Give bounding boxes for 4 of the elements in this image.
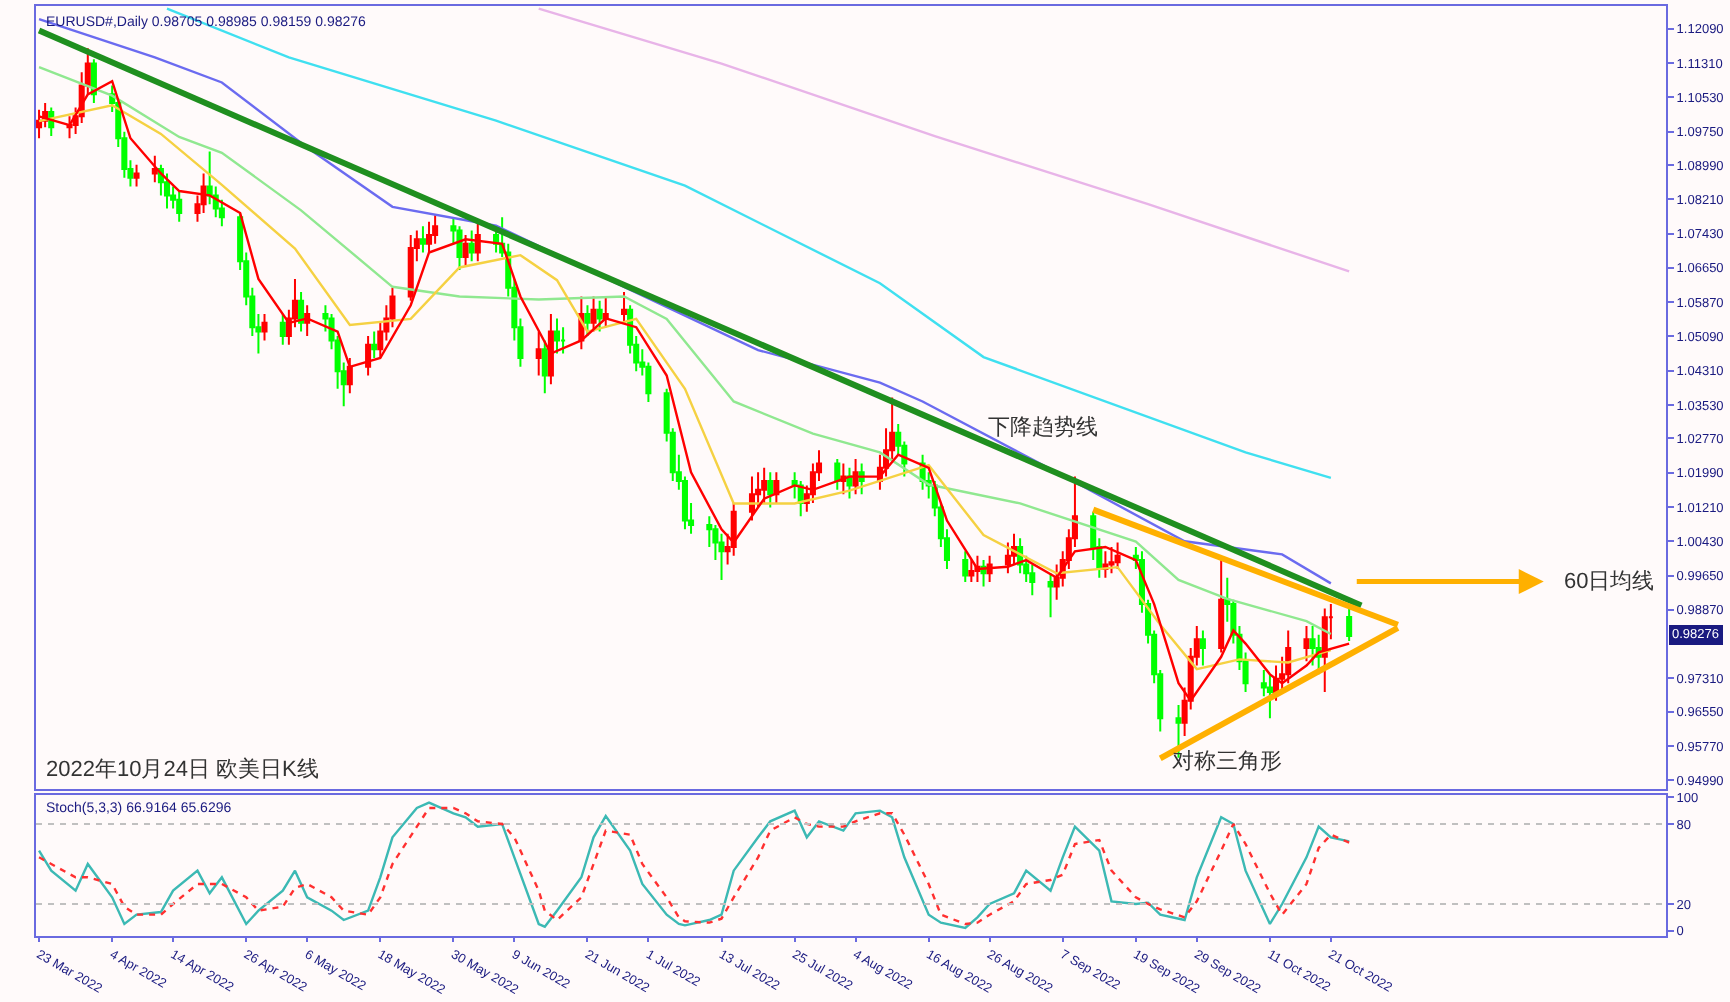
annotation: 下降趋势线 — [988, 414, 1098, 440]
annotation: 2022年10月24日 欧美日K线 — [46, 756, 319, 782]
annotation: 对称三角形 — [1172, 748, 1282, 774]
annotation: 60日均线 — [1564, 568, 1655, 594]
